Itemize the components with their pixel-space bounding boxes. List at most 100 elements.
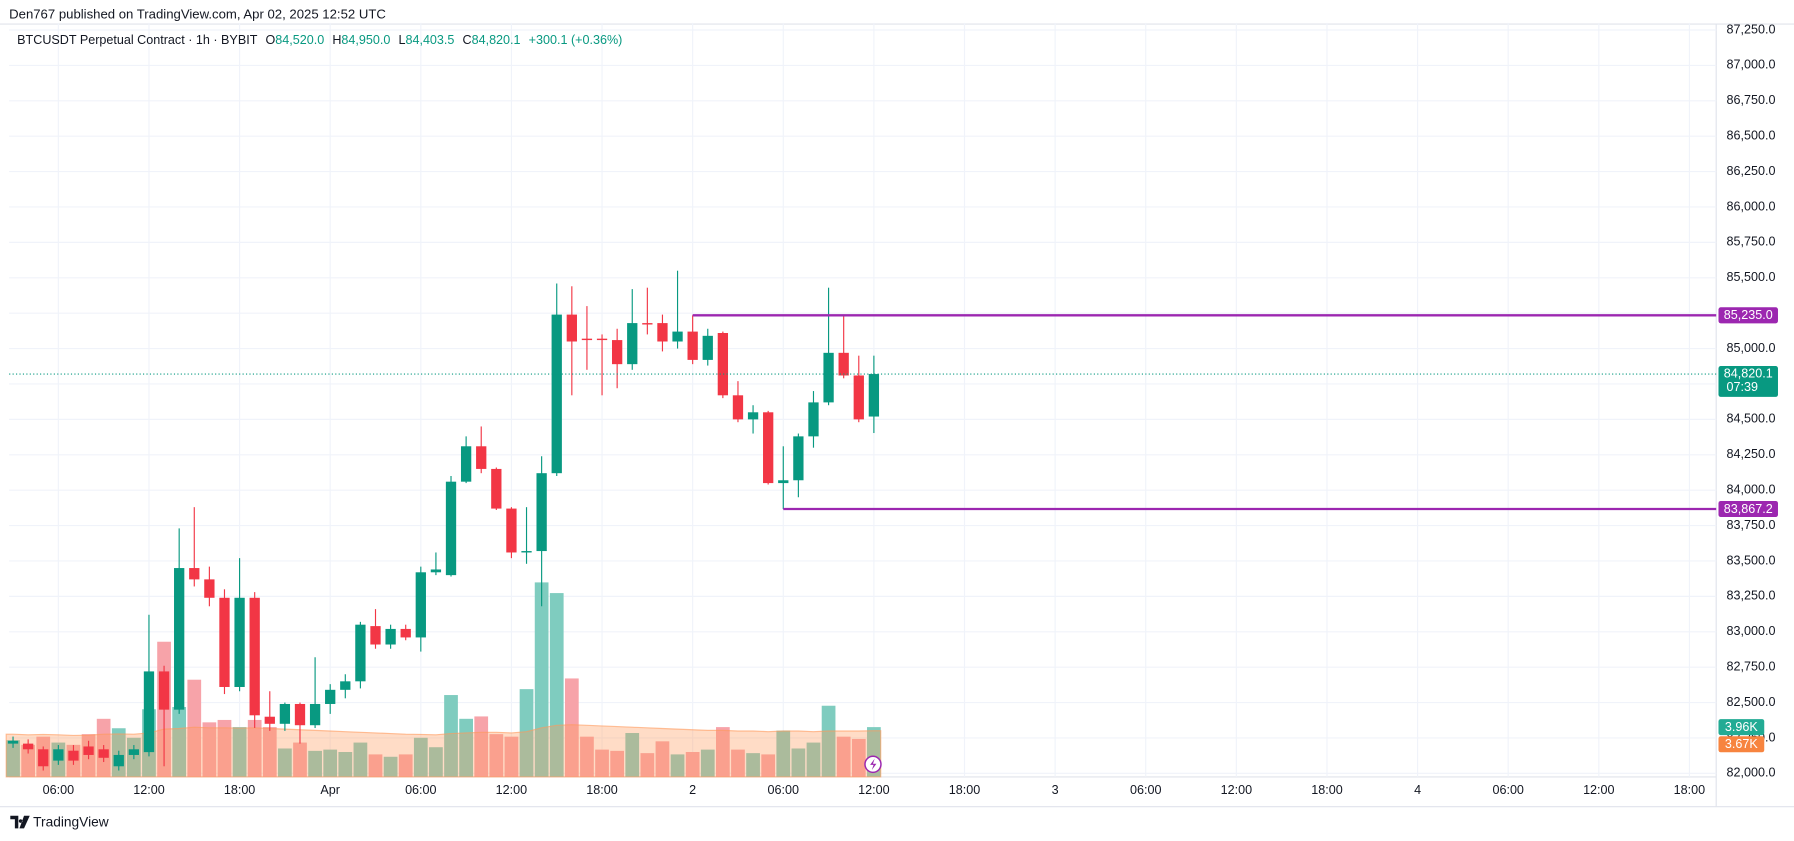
volume-bar [806,742,821,777]
logo-mark [10,815,30,829]
level-price-box [1718,307,1778,324]
volume-bar [398,754,413,777]
volume-bar [791,748,806,777]
y-tick-label: 83,750.0 [1726,518,1775,532]
x-tick-label: 12:00 [133,783,164,797]
x-tick-label: 12:00 [496,783,527,797]
x-tick-label: 18:00 [949,783,980,797]
volume-bar [504,736,519,777]
x-tick-label: Apr [320,783,340,797]
volume-bar [262,727,277,777]
candle-body [596,338,608,341]
volume-bar [700,749,715,777]
candle-body [838,352,849,376]
y-tick-label: 84,500.0 [1726,412,1775,426]
volume-ma-box [1718,736,1765,753]
volume-bar [172,706,187,777]
y-tick-label: 85,500.0 [1726,270,1775,284]
legend-key: L [398,34,405,48]
candle-body [7,740,19,744]
volume-bar [519,689,534,777]
candle-body [385,628,396,645]
volume-label: 3.96K [1725,720,1758,734]
candle-body [823,352,834,403]
legend-open: 84,520.0 [275,34,324,48]
candle-body [536,473,547,552]
volume-bar [444,695,458,777]
candle-body [657,323,668,342]
candle-body [445,481,457,576]
candle-body [370,626,381,645]
y-tick-label: 83,500.0 [1726,553,1775,567]
candle-body [717,333,729,396]
volume-bar [413,737,428,777]
y-tick-label: 82,750.0 [1726,659,1775,673]
candle-body [53,749,64,761]
candle-body [264,716,275,724]
y-tick-label: 84,000.0 [1726,482,1775,496]
candle-body [279,703,291,724]
y-tick-label: 83,250.0 [1726,589,1775,603]
candle-body [778,480,789,484]
legend-key: C [462,34,471,48]
candle-body [189,568,200,580]
level-price-box [1718,500,1778,517]
x-tick-label: 06:00 [1492,783,1523,797]
x-tick-label: 06:00 [768,783,799,797]
volume-bar [731,749,745,777]
candle-body [868,374,880,417]
candle-body [702,335,713,360]
legend-close: 84,820.1 [472,34,521,48]
candle-body [793,436,804,481]
volume-box [1718,719,1765,736]
candle-body [672,331,683,342]
candle-body [642,323,653,325]
x-tick-label: 18:00 [586,783,617,797]
volume-bar [776,730,791,777]
event-icon-bolt [870,758,877,771]
y-tick-label: 87,250.0 [1726,22,1775,36]
volume-bar [278,748,292,777]
footer-logo: TradingView [10,814,109,829]
volume-ma-label: 3.67K [1725,737,1758,751]
volume-bar [564,678,579,777]
candle-body [68,750,79,761]
candle-body [22,743,34,750]
grid [9,22,1717,777]
candle-body [38,749,49,767]
volume-pane [5,582,882,778]
volume-bar [489,734,504,777]
volume-bar [474,716,489,777]
candle-body [158,671,170,710]
x-tick-label: 2 [689,783,696,797]
last-price-label: 84,820.1 [1724,366,1773,380]
candle-body [687,331,698,360]
legend-key: H [332,34,341,48]
candle-body [83,746,94,755]
volume-bar [580,736,594,777]
y-tick-label: 82,500.0 [1726,695,1775,709]
level-price-label: 85,235.0 [1724,308,1773,322]
candle-body [581,338,593,341]
candle-body [143,671,155,753]
candle-body [249,597,260,716]
volume-bar [836,736,851,777]
y-tick-label: 86,250.0 [1726,164,1775,178]
volume-bar [308,750,322,777]
publish-header: Den767 published on TradingView.com, Apr… [9,6,386,21]
volume-bar [187,679,202,777]
y-tick-label: 86,000.0 [1726,199,1775,213]
candle-body [355,624,366,682]
volume-bar [429,747,443,777]
candle-body [521,551,532,553]
legend-key: O [265,34,275,48]
candle-body [415,572,426,638]
candle-body [732,395,744,420]
legend-high: 84,950.0 [341,34,390,48]
candle-body [174,568,185,710]
candle-body [128,749,140,755]
footer-text: TradingView [33,814,109,829]
y-tick-label: 86,750.0 [1726,93,1775,107]
